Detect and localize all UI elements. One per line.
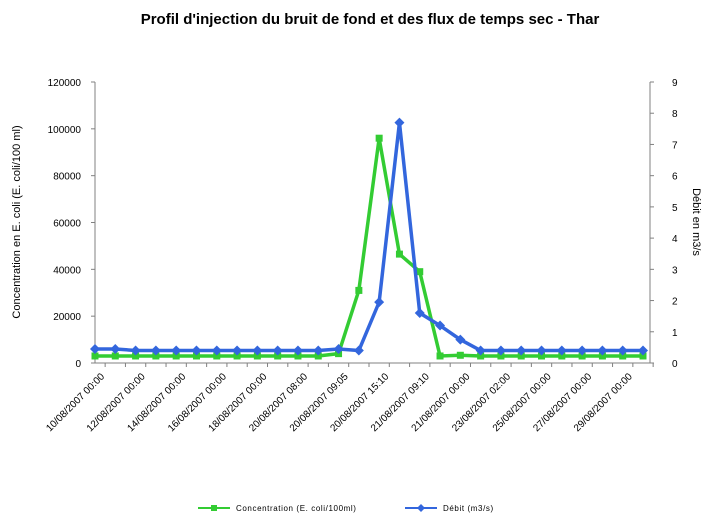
y-tick-label: 40000 <box>53 265 81 276</box>
y-tick-label: 20000 <box>53 312 81 323</box>
series-line <box>95 137 643 358</box>
marker <box>130 345 141 356</box>
marker <box>191 345 202 356</box>
y2-tick-label: 2 <box>672 297 678 308</box>
y2-tick-label: 6 <box>672 172 678 183</box>
marker <box>233 352 241 360</box>
marker <box>477 352 485 360</box>
legend-marker <box>211 505 217 511</box>
legend-marker <box>417 504 425 512</box>
y2-tick-label: 5 <box>672 203 678 214</box>
legend-label: Débit (m3/s) <box>443 504 494 513</box>
marker <box>598 352 606 360</box>
marker <box>150 345 161 356</box>
y-axis-title: Concentration en E. coli (E. coli/100 ml… <box>11 125 23 318</box>
marker <box>274 352 282 360</box>
marker <box>395 250 403 258</box>
marker <box>416 268 424 276</box>
marker <box>436 352 444 360</box>
marker <box>578 352 586 360</box>
marker <box>213 352 221 360</box>
marker <box>516 345 527 356</box>
marker <box>313 345 324 356</box>
chart-title: Profil d'injection du bruit de fond et d… <box>141 11 600 28</box>
marker <box>517 352 525 360</box>
marker <box>638 345 648 356</box>
marker <box>314 352 322 360</box>
marker <box>172 352 180 360</box>
marker <box>577 345 588 356</box>
marker <box>536 345 547 356</box>
y2-tick-label: 4 <box>672 234 678 245</box>
marker <box>639 352 647 360</box>
marker <box>232 345 243 356</box>
marker <box>272 345 283 356</box>
legend-label: Concentration (E. coli/100ml) <box>236 504 357 513</box>
marker <box>617 345 628 356</box>
marker <box>375 134 383 142</box>
marker <box>374 297 385 308</box>
y2-tick-label: 9 <box>672 78 678 89</box>
marker <box>435 320 446 331</box>
marker <box>292 345 303 356</box>
marker <box>355 286 363 294</box>
y2-tick-label: 1 <box>672 328 678 339</box>
marker <box>619 352 627 360</box>
marker <box>110 343 121 354</box>
y2-tick-label: 0 <box>672 359 678 370</box>
marker <box>294 352 302 360</box>
y-tick-label: 0 <box>75 359 81 370</box>
marker <box>91 352 99 360</box>
y-tick-label: 100000 <box>48 125 82 136</box>
y-tick-label: 120000 <box>48 78 82 89</box>
marker <box>495 345 506 356</box>
y2-tick-label: 7 <box>672 140 678 151</box>
marker <box>597 345 608 356</box>
series-line <box>95 122 643 353</box>
marker <box>333 343 344 354</box>
marker <box>90 343 100 354</box>
marker <box>171 345 182 356</box>
marker <box>132 352 140 360</box>
y2-tick-label: 8 <box>672 109 678 120</box>
marker <box>558 352 566 360</box>
marker <box>152 352 160 360</box>
marker <box>353 345 364 356</box>
marker <box>252 345 263 356</box>
marker <box>497 352 505 360</box>
marker <box>111 352 119 360</box>
marker <box>456 351 464 359</box>
marker <box>211 345 222 356</box>
y-tick-label: 80000 <box>53 172 81 183</box>
y2-axis-title: Débit en m3/s <box>690 188 702 256</box>
marker <box>538 352 546 360</box>
y-tick-label: 60000 <box>53 219 81 230</box>
marker <box>394 117 405 128</box>
marker <box>414 308 425 319</box>
marker <box>192 352 200 360</box>
marker <box>253 352 261 360</box>
y2-tick-label: 3 <box>672 265 678 276</box>
marker <box>475 345 486 356</box>
marker <box>455 334 466 345</box>
marker <box>556 345 567 356</box>
